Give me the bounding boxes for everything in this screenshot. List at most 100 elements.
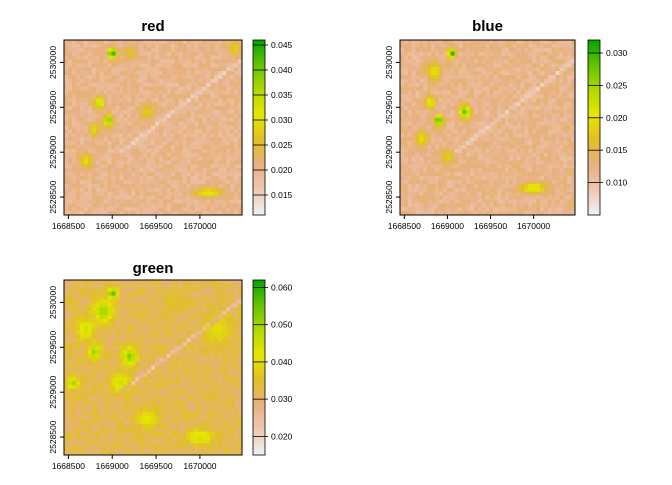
raster-cell (501, 133, 505, 137)
raster-cell (505, 180, 509, 184)
legend-swatch (588, 40, 600, 43)
raster-cell (540, 44, 544, 48)
raster-cell (131, 110, 135, 114)
raster-cell (548, 98, 552, 102)
raster-cell (127, 44, 131, 48)
raster-cell (482, 207, 486, 211)
raster-cell (195, 331, 199, 335)
raster-cell (76, 129, 80, 133)
raster-cell (159, 40, 163, 44)
raster-cell (552, 63, 556, 67)
legend-tick-label: 0.025 (606, 80, 628, 90)
raster-cell (404, 180, 408, 184)
raster-cell (104, 207, 108, 211)
raster-cell (195, 284, 199, 288)
raster-cell (412, 56, 416, 60)
raster-cell (540, 122, 544, 126)
raster-cell (175, 315, 179, 319)
raster-cell (517, 137, 521, 141)
raster-cell (536, 63, 540, 67)
raster-cell (202, 133, 206, 137)
raster-cell (159, 303, 163, 307)
raster-cell (210, 110, 214, 114)
raster-cell (80, 319, 84, 323)
raster-cell (202, 157, 206, 161)
raster-cell (556, 199, 560, 203)
raster-cell (230, 292, 234, 296)
raster-cell (147, 133, 151, 137)
raster-cell (163, 149, 167, 153)
raster-cell (84, 296, 88, 300)
raster-cell (155, 323, 159, 327)
raster-cell (159, 48, 163, 52)
raster-cell (167, 137, 171, 141)
raster-cell (100, 342, 104, 346)
raster-cell (88, 164, 92, 168)
raster-cell (234, 176, 238, 180)
raster-cell (435, 83, 439, 87)
raster-cell (72, 59, 76, 63)
raster-cell (131, 145, 135, 149)
raster-cell (218, 161, 222, 165)
raster-cell (135, 315, 139, 319)
raster-cell (72, 145, 76, 149)
raster-cell (497, 161, 501, 165)
raster-cell (524, 114, 528, 118)
raster-cell (108, 118, 112, 122)
raster-cell (147, 94, 151, 98)
raster-cell (151, 164, 155, 168)
raster-cell (423, 110, 427, 114)
raster-cell (454, 184, 458, 188)
raster-cell (532, 137, 536, 141)
legend-swatch (588, 163, 600, 166)
raster-cell (400, 48, 404, 52)
legend-swatch (253, 116, 265, 119)
raster-cell (119, 40, 123, 44)
raster-cell (513, 106, 517, 110)
raster-cell (552, 126, 556, 130)
raster-cell (183, 102, 187, 106)
raster-cell (198, 184, 202, 188)
raster-cell (163, 338, 167, 342)
raster-cell (72, 63, 76, 67)
raster-cell (548, 56, 552, 60)
raster-cell (64, 188, 68, 192)
raster-cell (72, 71, 76, 75)
raster-cell (104, 303, 108, 307)
raster-cell (151, 141, 155, 145)
raster-cell (234, 133, 238, 137)
raster-cell (72, 342, 76, 346)
raster-cell (72, 129, 76, 133)
raster-cell (521, 56, 525, 60)
raster-cell (191, 79, 195, 83)
raster-cell (68, 334, 72, 338)
raster-cell (423, 192, 427, 196)
raster-cell (234, 44, 238, 48)
raster-cell (167, 106, 171, 110)
raster-cell (470, 98, 474, 102)
raster-cell (513, 44, 517, 48)
raster-cell (501, 98, 505, 102)
raster-cell (92, 59, 96, 63)
raster-cell (135, 40, 139, 44)
raster-cell (147, 203, 151, 207)
raster-cell (210, 71, 214, 75)
raster-cell (567, 184, 571, 188)
raster-cell (115, 203, 119, 207)
raster-cell (412, 184, 416, 188)
raster-cell (123, 79, 127, 83)
raster-cell (187, 129, 191, 133)
raster-cell (470, 67, 474, 71)
raster-cell (111, 196, 115, 200)
raster-cell (143, 126, 147, 130)
raster-cell (559, 52, 563, 56)
raster-cell (462, 207, 466, 211)
raster-cell (517, 40, 521, 44)
raster-cell (226, 98, 230, 102)
raster-cell (214, 114, 218, 118)
raster-cell (108, 296, 112, 300)
raster-cell (88, 44, 92, 48)
raster-cell (167, 83, 171, 87)
raster-cell (486, 91, 490, 95)
raster-cell (179, 199, 183, 203)
